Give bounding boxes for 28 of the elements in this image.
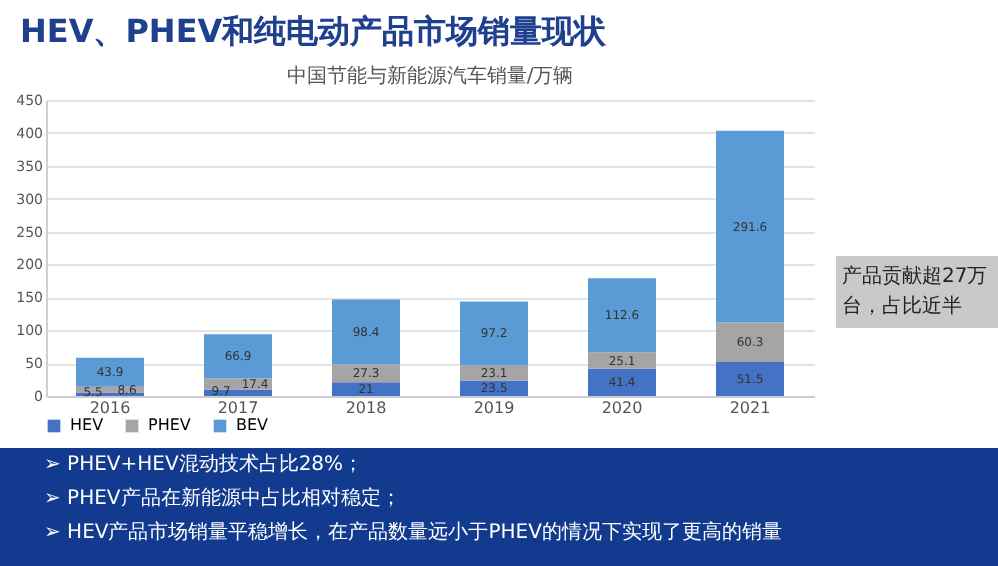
x-tick-label: 2017 [217,399,259,417]
chart-subtitle: 中国节能与新能源汽车销量/万辆 [286,64,574,88]
legend-label: HEV [70,416,105,434]
x-tick-label: 2019 [473,399,515,417]
x-tick-label: 2018 [345,399,387,417]
bar [204,334,272,379]
text: ➢ PHEV+HEV混动技术占比28%； [42,451,366,480]
x-tick-label: 2021 [729,399,771,417]
bar [332,382,400,396]
chart-title: HEV、PHEV和纯电动产品市场销量现状 [20,12,607,54]
text: ➢ HEV产品市场销量平稳增长，在产品数量远小于PHEV的情况下实现了更高的销量 [42,519,784,548]
x-tick-label: 2020 [601,399,643,417]
legend-label: PHEV [148,416,192,434]
bar [588,278,656,353]
bar [716,362,784,396]
bar [716,130,784,323]
bar [332,299,400,365]
legend-label: BEV [236,416,270,434]
text: 产品贡献超27万台，占比近半 [836,256,998,328]
bar [332,364,400,383]
x-tick-label: 2016 [89,399,131,417]
bar [460,301,528,366]
bar [588,352,656,369]
text: ➢ PHEV产品在新能源中占比相对稳定； [42,485,403,514]
bar [588,368,656,396]
bar [76,357,144,387]
bar [460,365,528,381]
bar [716,322,784,363]
